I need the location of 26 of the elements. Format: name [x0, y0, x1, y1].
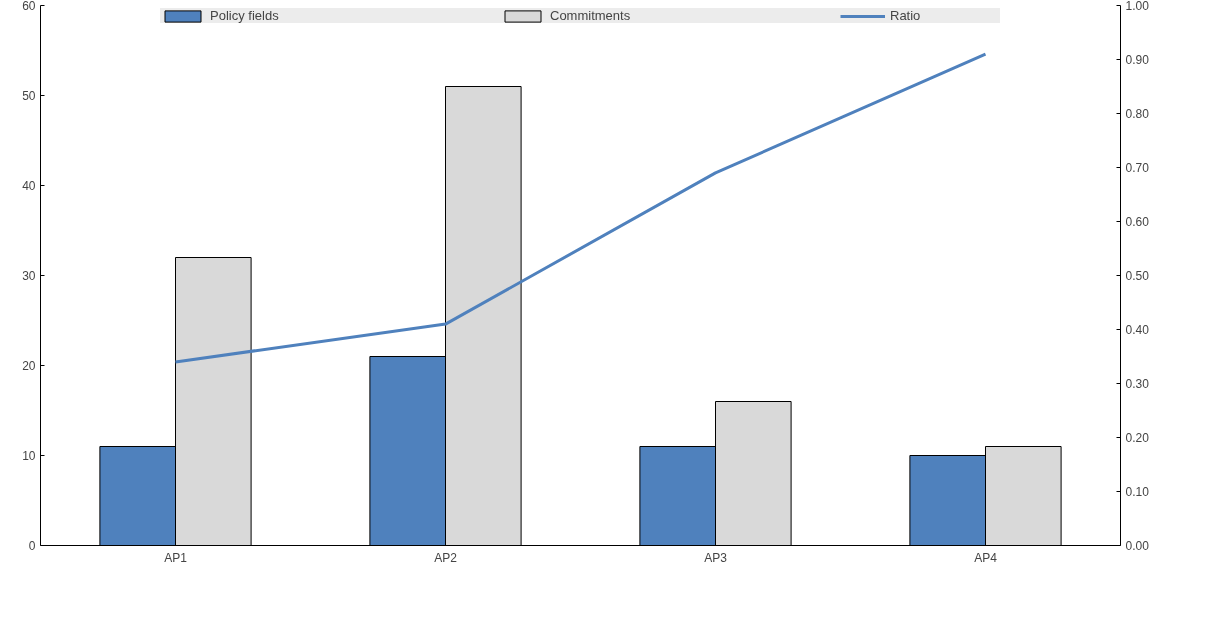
x-tick-label: AP1 — [164, 550, 188, 565]
y-tick-label: 10 — [22, 449, 36, 463]
y2-tick-label: 0.80 — [1125, 107, 1150, 121]
y-tick-label: 60 — [22, 0, 36, 13]
y2-tick-label: 0.30 — [1125, 377, 1150, 391]
y2-tick-label: 0.60 — [1125, 215, 1150, 229]
x-tick-label: AP4 — [974, 550, 998, 565]
x-tick-label: AP3 — [704, 550, 728, 565]
x-tick-label: AP2 — [434, 550, 458, 565]
y2-tick-label: 0.70 — [1125, 161, 1150, 175]
y2-tick-label: 0.00 — [1125, 539, 1150, 553]
legend-label: Commitments — [550, 8, 632, 23]
y-tick-label: 0 — [28, 539, 36, 553]
y2-tick-label: 1.00 — [1125, 0, 1150, 13]
y-tick-label: 50 — [22, 89, 36, 103]
y2-tick-label: 0.90 — [1125, 53, 1150, 67]
y-tick-label: 20 — [22, 359, 36, 373]
legend-label: Policy fields — [210, 8, 280, 23]
line-series — [174, 52, 987, 364]
y-tick-label: 30 — [22, 269, 36, 283]
y2-tick-label: 0.40 — [1125, 323, 1150, 337]
y2-tick-label: 0.20 — [1125, 431, 1150, 445]
legend-label: Ratio — [890, 8, 922, 23]
y2-tick-label: 0.10 — [1125, 485, 1150, 499]
y2-tick-label: 0.50 — [1125, 269, 1150, 283]
y-tick-label: 40 — [22, 179, 36, 193]
